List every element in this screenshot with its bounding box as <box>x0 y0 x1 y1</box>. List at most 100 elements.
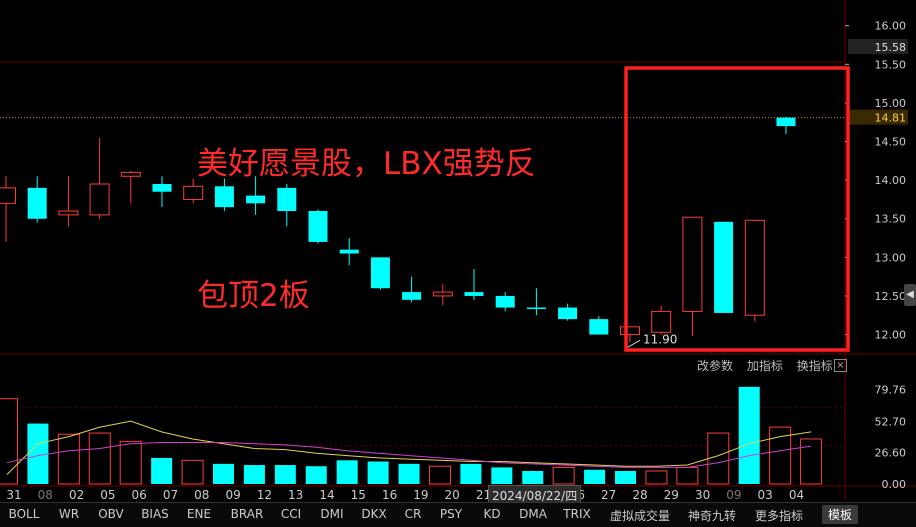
add-indicator-button[interactable]: 加指标 <box>746 359 783 373</box>
volume-bar <box>151 457 173 484</box>
volume-bar <box>274 465 296 484</box>
annotation-line-2: 包顶2板 <box>197 278 310 314</box>
last-price-label: 15.58 <box>875 41 907 54</box>
price-tick-label: 16.00 <box>875 20 907 33</box>
candle-body <box>0 187 16 204</box>
volume-bars <box>0 386 823 485</box>
candle-body <box>651 310 672 333</box>
tab-8[interactable]: DKX <box>361 507 387 521</box>
x-tick-label: 31 <box>6 488 21 502</box>
x-tick-label: 16 <box>382 488 397 502</box>
highlight-box <box>624 66 850 352</box>
volume-bar <box>615 470 637 484</box>
x-tick-label: 30 <box>695 488 710 502</box>
x-tick-label: 13 <box>288 488 303 502</box>
close-icon[interactable]: × <box>834 359 847 372</box>
volume-bar <box>460 463 482 484</box>
candle-body <box>620 326 640 336</box>
volume-bar <box>800 438 823 485</box>
volume-bar <box>645 470 668 485</box>
volume-bar <box>707 432 730 485</box>
tab-14[interactable]: 虚拟成交量 <box>609 509 671 523</box>
tab-2[interactable]: OBV <box>98 507 124 521</box>
tab-7[interactable]: DMI <box>320 507 344 521</box>
candle-body <box>120 171 141 177</box>
candle-body <box>370 257 390 289</box>
candle-body <box>495 295 515 308</box>
candle-body <box>589 319 609 335</box>
candle-body <box>152 184 172 192</box>
candle-body <box>214 186 234 208</box>
volume-bar <box>336 460 358 484</box>
volume-tick-label: 26.60 <box>875 446 907 459</box>
x-tick-label: 15 <box>351 488 366 502</box>
price-tick-label: 12.50 <box>875 290 907 303</box>
annotation-line-1: 美好愿景股，LBX强势反 <box>197 146 536 182</box>
tab-12[interactable]: DMA <box>519 507 547 521</box>
tab-16[interactable]: 更多指标 <box>754 509 804 523</box>
volume-bar <box>181 459 204 485</box>
candle-body <box>27 187 47 219</box>
candle-body <box>432 291 453 297</box>
candle-body <box>402 292 422 300</box>
volume-bar <box>119 440 142 485</box>
tab-13[interactable]: TRIX <box>563 507 591 521</box>
volume-bar <box>398 463 420 484</box>
x-tick-label: 07 <box>163 488 178 502</box>
price-tick-label: 12.00 <box>875 329 907 342</box>
x-tick-label: 27 <box>601 488 616 502</box>
tab-11[interactable]: KD <box>483 507 501 521</box>
tab-9[interactable]: CR <box>404 507 422 521</box>
indicator-tab-bar: BOLL WR OBV BIAS ENE BRAR CCI DMI DKX CR PSY KD DMA T… <box>0 502 916 527</box>
price-tick-label: 15.00 <box>875 97 907 110</box>
tab-0[interactable]: BOLL <box>8 507 40 521</box>
candle-body <box>464 292 484 296</box>
scroll-right-icon[interactable]: ◀ <box>904 284 916 306</box>
current-price-label: 14.81 <box>875 112 907 125</box>
x-tick-label: 14 <box>319 488 334 502</box>
volume-bar <box>769 426 792 485</box>
switch-indicator-button[interactable]: 换指标 <box>796 359 833 373</box>
params-button[interactable]: 改参数 <box>697 359 734 373</box>
tab-17[interactable]: 模板 <box>821 505 859 524</box>
volume-bar <box>552 466 575 485</box>
volume-tools: 改参数 加指标 换指标 <box>697 357 843 374</box>
x-tick-label: 08 <box>38 488 53 502</box>
volume-tick-label: 52.70 <box>875 416 907 429</box>
candle-body <box>558 307 578 320</box>
volume-tick-label: 0.00 <box>882 478 907 491</box>
x-tick-label: 12 <box>257 488 272 502</box>
candlestick-series <box>0 116 796 343</box>
candle-body <box>714 221 734 313</box>
volume-bar <box>243 465 265 484</box>
last-price-box <box>848 39 908 54</box>
price-tick-label: 13.00 <box>875 251 907 264</box>
tab-6[interactable]: CCI <box>280 507 302 521</box>
candle-body <box>308 211 328 242</box>
tab-4[interactable]: ENE <box>186 507 212 521</box>
low-pointer <box>625 339 641 349</box>
tab-3[interactable]: BIAS <box>141 507 169 521</box>
x-tick-label: 28 <box>632 488 647 502</box>
tab-15[interactable]: 神奇九转 <box>687 509 737 523</box>
x-tick-label: 08 <box>194 488 209 502</box>
tab-5[interactable]: BRAR <box>230 507 264 521</box>
tab-10[interactable]: PSY <box>439 507 463 521</box>
candle-body <box>526 307 546 310</box>
volume-bar <box>305 466 327 484</box>
annotation-text: 美好愿景股，LBX强势反 包顶2板 <box>197 54 536 362</box>
volume-ma-fast-line <box>6 420 812 475</box>
price-tick-label: 13.50 <box>875 213 907 226</box>
tab-1[interactable]: WR <box>58 507 80 521</box>
x-tick-label: 03 <box>758 488 773 502</box>
x-tick-label: 04 <box>789 488 804 502</box>
x-tick-label: 09 <box>726 488 741 502</box>
x-tick-label: 29 <box>664 488 679 502</box>
date-badge: 2024/08/22/四 <box>488 485 582 506</box>
x-tick-label: 19 <box>413 488 428 502</box>
price-tick-label: 15.50 <box>875 58 907 71</box>
candle-body <box>776 117 796 127</box>
volume-bar <box>584 469 606 484</box>
candle-body <box>277 187 297 212</box>
